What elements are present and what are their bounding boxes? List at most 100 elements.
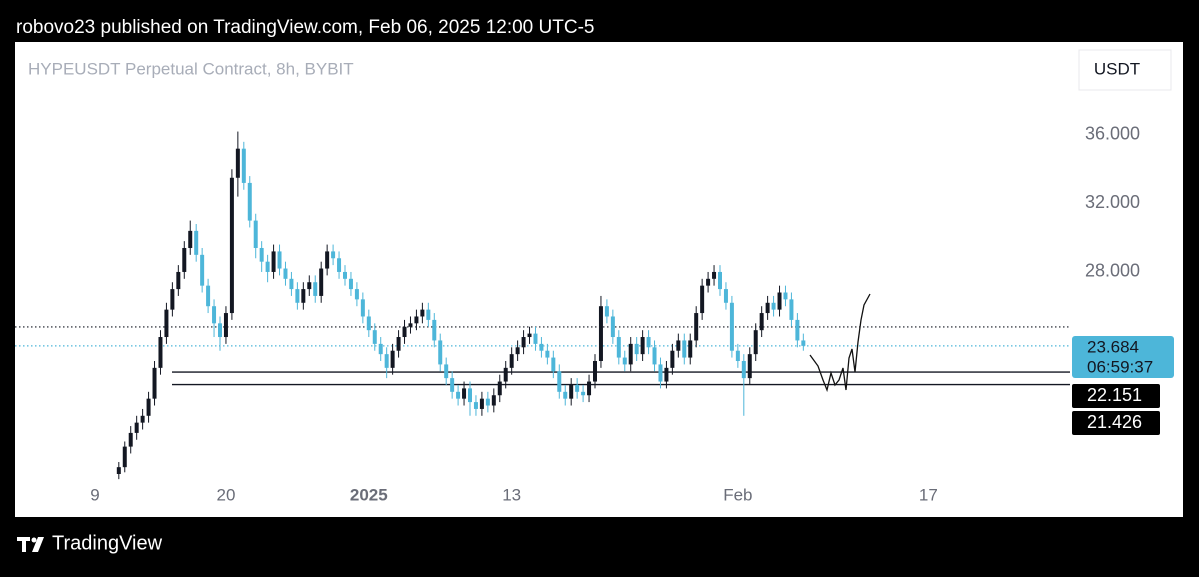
candle-body — [456, 391, 461, 399]
candle-body — [206, 285, 211, 307]
candle-body — [241, 148, 246, 183]
candle-body — [515, 347, 520, 355]
candle-body — [795, 319, 800, 341]
x-tick-label: 9 — [90, 485, 99, 504]
logo-part — [32, 537, 44, 552]
candle-body — [563, 391, 568, 399]
candle-body — [372, 330, 377, 344]
candle-body — [688, 340, 693, 358]
candle-body — [682, 340, 687, 358]
candle-body — [718, 271, 722, 290]
candle-body — [462, 388, 467, 399]
x-tick-label: 13 — [502, 485, 521, 504]
candle-body — [146, 398, 151, 416]
candle-body — [122, 446, 127, 468]
candle-body — [801, 340, 806, 346]
candle-body — [402, 326, 407, 338]
candle-body — [765, 302, 770, 314]
candle-body — [325, 251, 330, 269]
y-tick-label: 32.000 — [1085, 192, 1140, 212]
last-price-box — [1072, 336, 1174, 378]
candle-body — [616, 337, 621, 358]
candle-body — [551, 357, 556, 372]
candle-body — [479, 398, 484, 409]
candle-body — [598, 306, 603, 361]
last-price-label: 23.684 — [1087, 337, 1139, 356]
candle-body — [200, 254, 205, 286]
candle-body — [366, 316, 371, 331]
footer-brand: TradingView — [52, 532, 163, 554]
level-price-box — [1072, 384, 1160, 408]
candle-body — [557, 371, 562, 392]
candle-body — [223, 313, 228, 338]
candle-body — [218, 323, 222, 338]
candle-body — [575, 384, 580, 392]
candle-body — [128, 432, 133, 447]
candle-body — [354, 289, 359, 300]
level-price-label: 22.151 — [1087, 385, 1142, 405]
plot-area: 28.000 32.000 36.000 9 20 2025 13 Feb 17 — [15, 124, 1140, 504]
freehand-sketch — [809, 293, 871, 393]
candle-body — [152, 367, 157, 399]
candle-body — [581, 391, 586, 396]
candle-body — [313, 282, 318, 296]
candle-body — [712, 271, 717, 279]
currency-box — [1078, 49, 1172, 91]
candle-body — [158, 337, 163, 368]
candle-body — [253, 220, 258, 248]
candle-body — [384, 354, 389, 368]
candle-body — [331, 251, 336, 259]
candle-body — [676, 340, 681, 351]
candle-body — [170, 289, 175, 310]
candle-body — [503, 367, 508, 382]
candle-body — [277, 251, 282, 269]
candle-body — [182, 247, 187, 272]
candle-body — [640, 337, 645, 355]
chart-panel — [15, 42, 1183, 517]
candle-body — [116, 467, 121, 475]
candle-body — [491, 395, 496, 406]
candle-body — [247, 182, 252, 221]
candle-body — [634, 343, 639, 355]
candle-body — [670, 350, 675, 368]
candle-body — [235, 148, 240, 178]
candle-body — [527, 333, 532, 338]
candle-body — [658, 364, 663, 382]
candle-body — [694, 313, 699, 341]
y-tick-label: 36.000 — [1085, 124, 1140, 144]
candle-body — [700, 285, 705, 314]
candle-body — [444, 364, 449, 379]
candle-body — [509, 354, 514, 368]
candle-body — [539, 343, 544, 351]
candle-body — [414, 316, 419, 324]
logo-part — [22, 537, 26, 552]
chart-title: HYPEUSDT Perpetual Contract, 8h, BYBIT — [28, 59, 354, 78]
x-tick-label: 17 — [919, 485, 938, 504]
candle-body — [289, 278, 294, 290]
candle-body — [604, 306, 609, 317]
candle-body — [438, 340, 443, 365]
candle-body — [777, 292, 782, 310]
candle-body — [188, 230, 193, 248]
candle-body — [348, 278, 353, 290]
candle-body — [301, 289, 306, 303]
candle-body — [652, 347, 657, 365]
candle-body — [164, 309, 169, 338]
candle-body — [307, 282, 312, 290]
candle-body — [759, 313, 764, 331]
candle-body — [545, 350, 550, 358]
candle-body — [610, 316, 615, 338]
candle-body — [729, 302, 734, 351]
candle-body — [521, 337, 526, 348]
candle-body — [628, 343, 633, 365]
candle-body — [432, 319, 437, 341]
candle-body — [473, 402, 478, 409]
candle-body — [450, 378, 455, 392]
candle-body — [706, 278, 711, 286]
level-price-box — [1072, 411, 1160, 435]
candle-body — [485, 398, 490, 406]
candle-body — [259, 247, 264, 262]
currency: USDT — [1094, 59, 1140, 78]
